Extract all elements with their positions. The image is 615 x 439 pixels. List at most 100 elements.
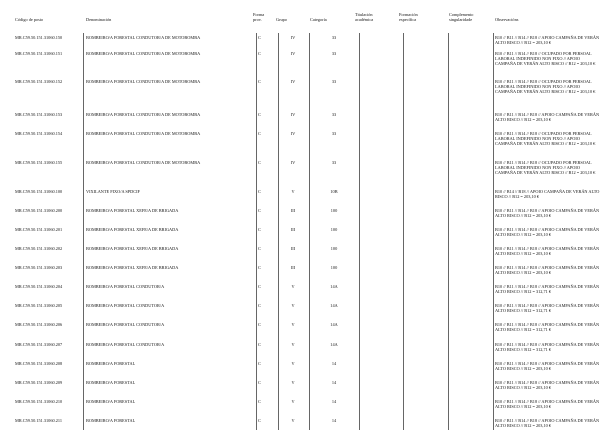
cell-denominacion: BOMBEIRO/A FORESTAL CONDUTOR/A DE MOTOBO… bbox=[86, 160, 201, 165]
cell-grupo: IV bbox=[290, 51, 296, 56]
cell-codigo: MR.C59.50.151.31060.209 bbox=[15, 380, 63, 385]
cell-forma: C bbox=[258, 418, 261, 423]
cell-forma: C bbox=[258, 51, 261, 56]
cell-grupo: IV bbox=[290, 131, 296, 136]
cell-observaciones: B10 // B14 // B18 // APOIO CAMPAÑA DE VE… bbox=[495, 189, 600, 199]
cell-grupo: III bbox=[290, 246, 296, 251]
cell-denominacion: BOMBEIRO/A FORESTAL CONDUTOR/A DE MOTOBO… bbox=[86, 131, 201, 136]
cell-denominacion: BOMBEIRO/A FORESTAL bbox=[86, 380, 136, 385]
cell-codigo: MR.C59.50.151.31060.151 bbox=[15, 51, 63, 56]
cell-forma: C bbox=[258, 189, 261, 194]
cell-forma: C bbox=[258, 361, 261, 366]
cell-grupo: III bbox=[290, 227, 296, 232]
cell-grupo: V bbox=[291, 399, 295, 404]
cell-categoria: 14 bbox=[331, 380, 337, 385]
cell-grupo: IV bbox=[290, 160, 296, 165]
cell-observaciones: B10 // B11 // B14 // B18 // APOIO CAMPAÑ… bbox=[495, 418, 600, 428]
cell-denominacion: BOMBEIRO/A FORESTAL XEFE/A DE BRIGADA bbox=[86, 246, 179, 251]
divider bbox=[493, 33, 494, 430]
cell-denominacion: BOMBEIRO/A FORESTAL XEFE/A DE BRIGADA bbox=[86, 227, 179, 232]
cell-codigo: MR.C59.50.151.31060.154 bbox=[15, 131, 63, 136]
cell-forma: C bbox=[258, 303, 261, 308]
cell-codigo: MR.C59.50.151.31060.100 bbox=[15, 189, 63, 194]
cell-observaciones: B10 // B11 // B14 // B18 // OCUPADO POR … bbox=[495, 160, 596, 175]
cell-codigo: MR.C59.50.151.31060.200 bbox=[15, 208, 63, 213]
divider bbox=[309, 33, 310, 430]
cell-grupo: V bbox=[291, 342, 295, 347]
cell-categoria: 33 bbox=[331, 131, 337, 136]
cell-denominacion: BOMBEIRO/A FORESTAL CONDUTOR/A DE MOTOBO… bbox=[86, 112, 201, 117]
cell-denominacion: BOMBEIRO/A FORESTAL CONDUTOR/A bbox=[86, 322, 165, 327]
cell-forma: C bbox=[258, 112, 261, 117]
cell-codigo: MR.C59.50.151.31060.152 bbox=[15, 79, 63, 84]
cell-codigo: MR.C59.50.151.31060.201 bbox=[15, 227, 63, 232]
cell-categoria: 100 bbox=[330, 246, 338, 251]
cell-forma: C bbox=[258, 79, 261, 84]
cell-forma: C bbox=[258, 399, 261, 404]
cell-forma: C bbox=[258, 160, 261, 165]
cell-grupo: IV bbox=[290, 35, 296, 40]
cell-forma: C bbox=[258, 246, 261, 251]
cell-categoria: 100 bbox=[330, 227, 338, 232]
cell-grupo: IV bbox=[290, 79, 296, 84]
cell-codigo: MR.C59.50.151.31060.202 bbox=[15, 246, 63, 251]
cell-forma: C bbox=[258, 342, 261, 347]
divider bbox=[278, 33, 279, 430]
cell-observaciones: B10 // B11 // B14 // B18 // APOIO CAMPAÑ… bbox=[495, 322, 600, 332]
divider bbox=[403, 33, 404, 430]
cell-denominacion: BOMBEIRO/A FORESTAL bbox=[86, 361, 136, 366]
cell-categoria: 14 bbox=[331, 399, 337, 404]
cell-forma: C bbox=[258, 35, 261, 40]
cell-forma: C bbox=[258, 131, 261, 136]
cell-categoria: 14A bbox=[330, 284, 338, 289]
cell-observaciones: B10 // B11 // B14 // B18 // APOIO CAMPAÑ… bbox=[495, 399, 600, 409]
cell-denominacion: BOMBEIRO/A FORESTAL CONDUTOR/A bbox=[86, 342, 165, 347]
cell-denominacion: BOMBEIRO/A FORESTAL XEFE/A DE BRIGADA bbox=[86, 265, 179, 270]
cell-codigo: MR.C59.50.151.31060.155 bbox=[15, 160, 63, 165]
cell-forma: C bbox=[258, 380, 261, 385]
divider bbox=[83, 33, 84, 430]
header-titulacion: Titulación académica bbox=[355, 12, 374, 22]
header-observaciones: Observacións bbox=[495, 17, 519, 22]
cell-grupo: V bbox=[291, 418, 295, 423]
cell-categoria: 14 bbox=[331, 418, 337, 423]
cell-categoria: 10B bbox=[330, 189, 338, 194]
cell-grupo: V bbox=[291, 189, 295, 194]
cell-categoria: 33 bbox=[331, 51, 337, 56]
cell-codigo: MR.C59.50.151.31060.153 bbox=[15, 112, 63, 117]
cell-forma: C bbox=[258, 284, 261, 289]
cell-denominacion: VIXILANTE FIXO/A SPDCIF bbox=[86, 189, 140, 194]
cell-codigo: MR.C59.50.151.31060.150 bbox=[15, 35, 63, 40]
cell-observaciones: B10 // B11 // B14 // B18 // OCUPADO POR … bbox=[495, 51, 596, 66]
cell-codigo: MR.C59.50.151.31060.206 bbox=[15, 322, 63, 327]
cell-denominacion: BOMBEIRO/A FORESTAL CONDUTOR/A DE MOTOBO… bbox=[86, 79, 201, 84]
cell-observaciones: B10 // B11 // B14 // B18 // APOIO CAMPAÑ… bbox=[495, 208, 600, 218]
cell-grupo: V bbox=[291, 322, 295, 327]
cell-categoria: 14 bbox=[331, 361, 337, 366]
header-codigo: Código de posto bbox=[15, 17, 44, 22]
cell-categoria: 33 bbox=[331, 79, 337, 84]
cell-observaciones: B10 // B11 // B14 // B18 // OCUPADO POR … bbox=[495, 79, 596, 94]
cell-grupo: IV bbox=[290, 112, 296, 117]
cell-codigo: MR.C59.50.151.31060.207 bbox=[15, 342, 63, 347]
cell-observaciones: B10 // B11 // B14 // B18 // APOIO CAMPAÑ… bbox=[495, 112, 600, 122]
cell-categoria: 33 bbox=[331, 160, 337, 165]
cell-observaciones: B10 // B11 // B14 // B18 // APOIO CAMPAÑ… bbox=[495, 303, 600, 313]
cell-denominacion: BOMBEIRO/A FORESTAL CONDUTOR/A bbox=[86, 303, 165, 308]
cell-forma: C bbox=[258, 208, 261, 213]
header-forma: Forma prov. bbox=[253, 12, 265, 22]
cell-observaciones: B10 // B11 // B14 // B18 // APOIO CAMPAÑ… bbox=[495, 35, 600, 45]
cell-forma: C bbox=[258, 265, 261, 270]
cell-observaciones: B10 // B11 // B14 // B18 // APOIO CAMPAÑ… bbox=[495, 246, 600, 256]
cell-grupo: III bbox=[290, 208, 296, 213]
header-categoria: Categoría bbox=[310, 17, 327, 22]
cell-categoria: 100 bbox=[330, 208, 338, 213]
cell-grupo: V bbox=[291, 380, 295, 385]
cell-observaciones: B10 // B11 // B14 // B18 // APOIO CAMPAÑ… bbox=[495, 361, 600, 371]
cell-codigo: MR.C59.50.151.31060.208 bbox=[15, 361, 63, 366]
cell-forma: C bbox=[258, 322, 261, 327]
cell-categoria: 14A bbox=[330, 303, 338, 308]
divider bbox=[448, 33, 449, 430]
cell-observaciones: B10 // B11 // B14 // B18 // APOIO CAMPAÑ… bbox=[495, 342, 600, 352]
cell-forma: C bbox=[258, 227, 261, 232]
